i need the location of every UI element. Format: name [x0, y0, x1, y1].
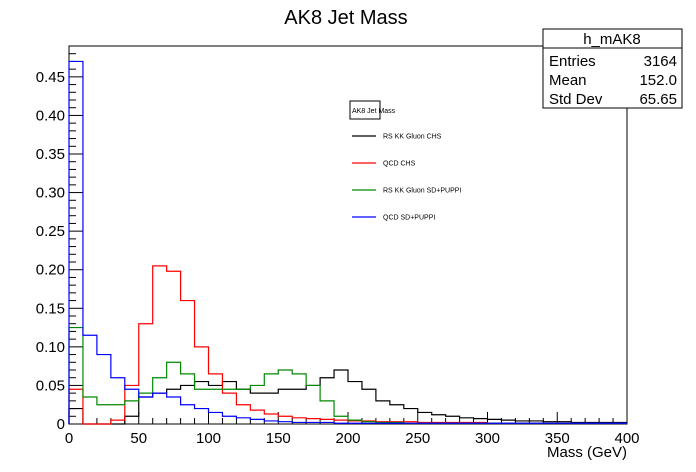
y-tick-label: 0.35: [36, 146, 65, 163]
y-tick-label: 0: [57, 416, 65, 433]
x-axis-label: Mass (GeV): [547, 444, 627, 461]
y-tick-label: 0.45: [36, 69, 65, 86]
x-tick-label: 300: [475, 430, 500, 447]
stats-value: 3164: [644, 53, 677, 70]
series-line-2: [68, 265, 627, 425]
y-tick-label: 0.15: [36, 300, 65, 317]
x-tick-label: 150: [266, 430, 291, 447]
y-tick-label: 0.10: [36, 339, 65, 356]
y-tick-label: 0.40: [36, 107, 65, 124]
x-tick-label: 200: [335, 430, 360, 447]
legend-entry-4: QCD SD+PUPPI: [383, 215, 435, 222]
x-tick-label: 250: [405, 430, 430, 447]
stats-label: Mean: [549, 72, 587, 89]
legend: AK8 Jet Mass RS KK Gluon CHS QCD CHS RS KK …: [349, 100, 461, 222]
stats-label: Entries: [549, 53, 596, 70]
series-line-4: [68, 60, 627, 424]
chart-title: AK8 Jet Mass: [284, 7, 407, 29]
y-tick-label: 0.05: [36, 377, 65, 394]
y-tick-label: 0.20: [36, 262, 65, 279]
stats-value: 65.65: [639, 91, 677, 108]
x-tick-label: 100: [196, 430, 221, 447]
legend-title: AK8 Jet Mass: [352, 108, 396, 115]
legend-entry-1: RS KK Gluon CHS: [383, 134, 442, 141]
legend-entry-2: QCD CHS: [383, 161, 416, 168]
y-tick-label: 0.25: [36, 223, 65, 240]
x-tick-label: 350: [545, 430, 570, 447]
stats-value: 152.0: [639, 72, 677, 89]
legend-entry-3: RS KK Gluon SD+PUPPI: [383, 188, 461, 195]
series-layer: [68, 60, 627, 425]
x-tick-label: 400: [614, 430, 639, 447]
y-tick-label: 0.30: [36, 185, 65, 202]
stats-frame: [542, 28, 683, 109]
x-tick-label: 0: [65, 430, 73, 447]
stats-box: h_mAK8 Entries 3164 Mean 152.0 Std Dev 65.65: [542, 28, 683, 109]
legend-title-box: [349, 100, 381, 120]
stats-hist-name: h_mAK8: [583, 31, 641, 48]
x-tick-label: 50: [130, 430, 147, 447]
stats-label: Std Dev: [549, 91, 603, 108]
